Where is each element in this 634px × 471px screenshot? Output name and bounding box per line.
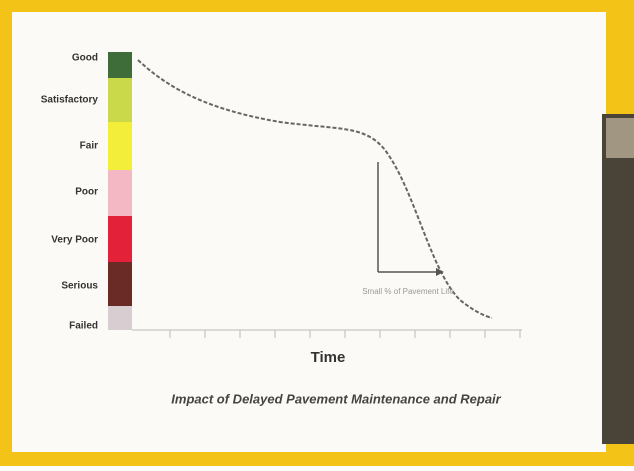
segment-satisfactory: [108, 78, 132, 122]
level-label: Poor: [75, 187, 98, 198]
level-label: Good: [72, 53, 98, 64]
segment-fair: [108, 122, 132, 170]
segment-very-poor: [108, 216, 132, 262]
page: Good Satisfactory Fair Poor Very Poor Se…: [0, 0, 634, 466]
level-label: Serious: [61, 281, 98, 292]
segment-good: [108, 52, 132, 78]
caption: Impact of Delayed Pavement Maintenance a…: [171, 391, 501, 406]
axis-label: Time: [311, 349, 346, 366]
condition-bar: [108, 52, 132, 330]
segment-serious: [108, 262, 132, 306]
photo-edge-top: [606, 118, 634, 158]
level-label: Very Poor: [51, 235, 98, 246]
photo-edge: [602, 114, 634, 444]
segment-failed: [108, 306, 132, 330]
level-label: Failed: [69, 321, 98, 332]
segment-poor: [108, 170, 132, 216]
annotation: Small % of Pavement Life: [362, 287, 454, 296]
level-label: Satisfactory: [41, 95, 99, 106]
level-label: Fair: [80, 141, 98, 152]
panel: [12, 12, 606, 452]
